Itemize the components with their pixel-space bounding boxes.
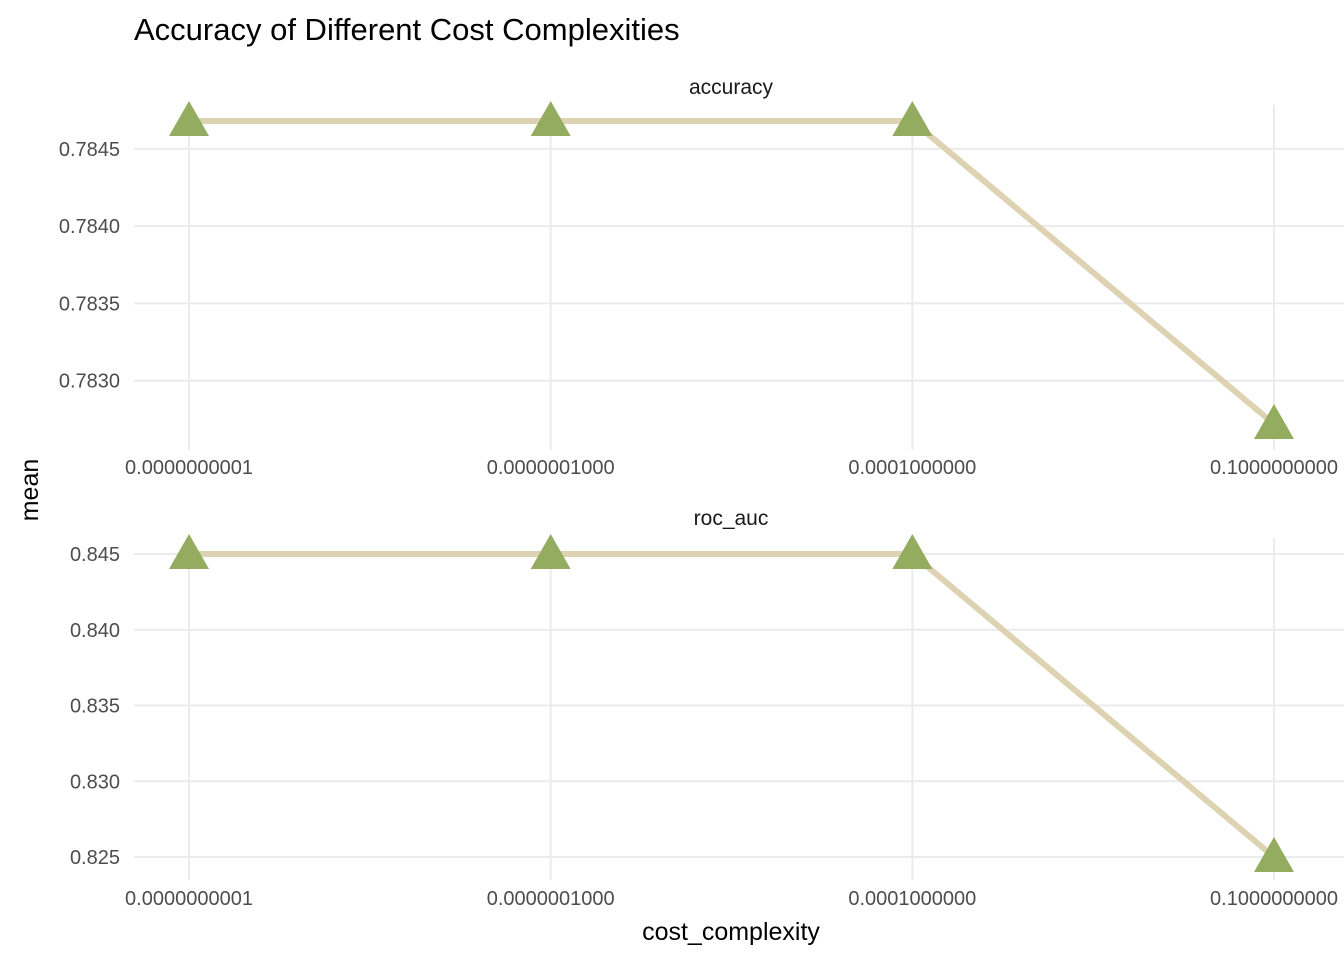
series-line [189,118,1276,427]
series-line [189,551,1276,860]
y-tick-label: 0.7835 [59,293,120,315]
x-axis-title: cost_complexity [642,918,820,946]
data-point-triangle [169,101,209,136]
facet-strip-label: accuracy [689,76,774,99]
data-point-triangle [169,534,209,569]
y-tick-label: 0.7845 [59,139,120,161]
facet-strip-label: roc_auc [694,507,769,530]
y-tick-label: 0.7830 [59,371,120,393]
data-point-triangle [1254,837,1294,872]
x-tick-label: 0.0000001000 [487,457,615,479]
data-point-triangle [530,101,571,136]
data-point-triangle [530,534,571,569]
x-tick-label: 0.0001000000 [848,888,976,910]
x-tick-label: 0.1000000000 [1210,888,1338,910]
panels-layer: accuracy 0.7830 0.7835 0.7840 0.7845 0.000000… [59,76,1344,910]
panel-roc-auc: roc_auc 0.825 0.830 0.835 0.840 0.845 0.000000… [70,507,1344,910]
y-tick-label: 0.845 [70,544,120,566]
x-tick-label: 0.0000001000 [487,888,615,910]
data-point-triangle [892,534,933,569]
y-tick-label: 0.7840 [59,216,120,238]
y-tick-label: 0.830 [70,771,120,793]
x-tick-label: 0.1000000000 [1210,457,1338,479]
y-tick-label: 0.840 [70,620,120,642]
x-tick-label: 0.0001000000 [848,457,976,479]
x-tick-label: 0.0000000001 [125,457,253,479]
data-point-triangle [1254,404,1294,439]
data-point-triangle [892,101,933,136]
x-tick-label: 0.0000000001 [125,888,253,910]
y-axis-title: mean [16,459,44,522]
panel-accuracy: accuracy 0.7830 0.7835 0.7840 0.7845 0.000000… [59,76,1344,479]
chart-title: Accuracy of Different Cost Complexities [134,12,680,47]
y-tick-label: 0.825 [70,847,120,869]
y-tick-label: 0.835 [70,696,120,718]
